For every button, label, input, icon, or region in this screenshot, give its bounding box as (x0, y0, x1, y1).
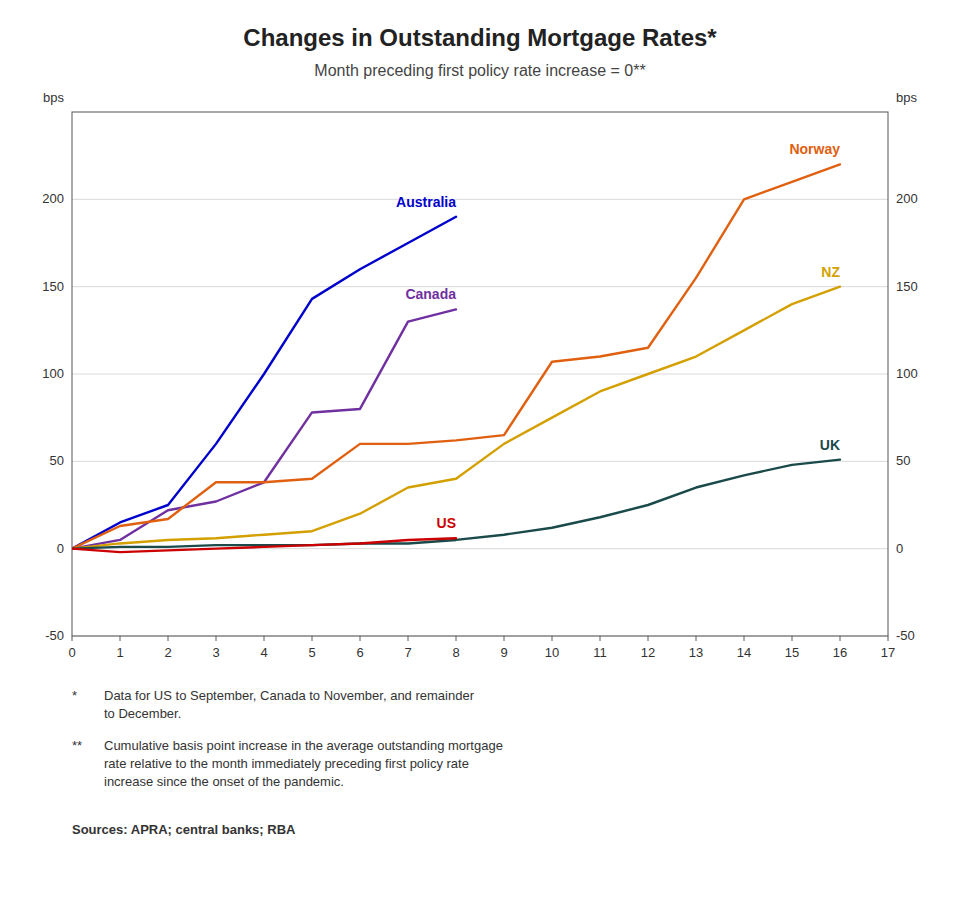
x-tick (840, 636, 841, 641)
series-line (72, 164, 840, 548)
grid-line (72, 199, 888, 200)
series-label: Australia (396, 194, 456, 210)
y-tick-label: -50 (45, 628, 64, 643)
series-label: US (437, 515, 456, 531)
x-tick (408, 636, 409, 641)
footnote-symbol: * (72, 688, 77, 703)
footnote-line: Data for US to September, Canada to Nove… (104, 688, 475, 703)
x-tick-label: 14 (737, 645, 751, 660)
title: Changes in Outstanding Mortgage Rates* (243, 24, 717, 51)
x-tick-label: 17 (881, 645, 895, 660)
x-tick (744, 636, 745, 641)
x-tick-label: 13 (689, 645, 703, 660)
x-tick (792, 636, 793, 641)
footnote-text: Cumulative basis point increase in the a… (104, 738, 503, 789)
y2-tick-label: -50 (896, 628, 915, 643)
lines (72, 164, 840, 552)
footnote-symbol: ** (72, 738, 82, 753)
y-tick-label: 50 (50, 453, 64, 468)
footnote-line: Cumulative basis point increase in the a… (104, 738, 503, 753)
chart: Changes in Outstanding Mortgage Rates* Mo… (0, 0, 960, 909)
x-tick (600, 636, 601, 641)
footnote-text: Data for US to September, Canada to Nove… (104, 688, 475, 721)
x-tick-label: 6 (356, 645, 363, 660)
series-label: Norway (789, 141, 840, 157)
plot-frame (72, 112, 888, 636)
y2-axis-label: bps (896, 90, 917, 105)
y2-tick-label: 100 (896, 366, 918, 381)
x-tick (696, 636, 697, 641)
x-tick-label: 8 (452, 645, 459, 660)
series-line (72, 309, 456, 548)
series-labels: Australia Canada Norway NZ UK US (396, 141, 840, 531)
x-tick-label: 16 (833, 645, 847, 660)
footnote-line: to December. (104, 706, 181, 721)
y-tick-label: 150 (42, 279, 64, 294)
x-tick-label: 10 (545, 645, 559, 660)
y-tick-label: 0 (57, 541, 64, 556)
series-line (72, 460, 840, 549)
y-tick-label: 100 (42, 366, 64, 381)
grid (72, 199, 888, 636)
sources: Sources: APRA; central banks; RBA (72, 822, 296, 837)
series-line (72, 538, 456, 552)
x-tick (72, 636, 73, 641)
grid-line (72, 374, 888, 375)
x-tick (264, 636, 265, 641)
footnote-line: increase since the onset of the pandemic… (104, 774, 344, 789)
series-label: Canada (405, 286, 456, 302)
x-tick (360, 636, 361, 641)
x-tick-label: 2 (164, 645, 171, 660)
x-tick-label: 12 (641, 645, 655, 660)
x-tick (552, 636, 553, 641)
x-tick-label: 1 (116, 645, 123, 660)
x-tick (168, 636, 169, 641)
x-tick-label: 11 (593, 645, 607, 660)
y-axis-label: bps (43, 90, 64, 105)
y2-tick-label: 50 (896, 453, 910, 468)
grid-line (72, 286, 888, 287)
x-tick (312, 636, 313, 641)
footnote-line: rate relative to the month immediately p… (104, 756, 469, 771)
series-line (72, 287, 840, 549)
x-tick-label: 0 (68, 645, 75, 660)
x-tick-label: 5 (308, 645, 315, 660)
x-tick (120, 636, 121, 641)
x-tick-label: 3 (212, 645, 219, 660)
x-tick (456, 636, 457, 641)
x-tick-label: 15 (785, 645, 799, 660)
x-tick-label: 7 (404, 645, 411, 660)
y-tick-label: 200 (42, 191, 64, 206)
x-tick-label: 4 (260, 645, 267, 660)
x-tick (888, 636, 889, 641)
y2-tick-label: 0 (896, 541, 903, 556)
y2-tick-label: 150 (896, 279, 918, 294)
series-line (72, 217, 456, 549)
series-label: UK (820, 437, 840, 453)
x-tick (504, 636, 505, 641)
y2-tick-label: 200 (896, 191, 918, 206)
x-tick-label: 9 (500, 645, 507, 660)
x-tick (648, 636, 649, 641)
series-label: NZ (821, 264, 840, 280)
subtitle: Month preceding first policy rate increa… (314, 62, 645, 79)
x-tick (216, 636, 217, 641)
